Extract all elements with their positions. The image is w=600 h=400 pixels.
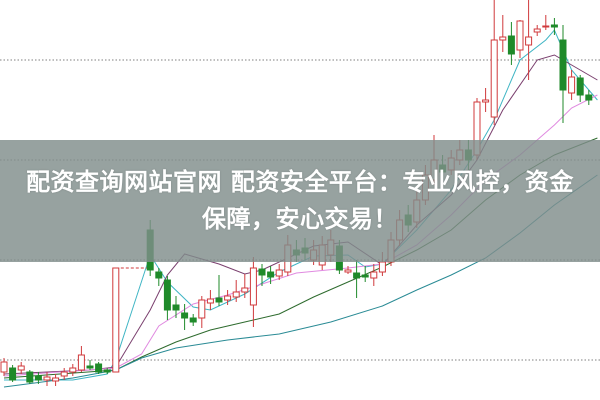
candle-body bbox=[181, 312, 189, 319]
candle-body bbox=[43, 376, 51, 381]
candle-body bbox=[0, 361, 8, 373]
candle-body bbox=[490, 39, 498, 118]
candle-body bbox=[378, 261, 386, 273]
candle-body bbox=[533, 28, 541, 33]
candle-body bbox=[516, 20, 524, 51]
candle-body bbox=[112, 267, 120, 373]
candle-body bbox=[576, 77, 584, 96]
candle-body bbox=[241, 287, 249, 293]
candle-body bbox=[95, 363, 103, 373]
candle-body bbox=[585, 94, 593, 101]
candle-body bbox=[189, 317, 197, 323]
candle-body bbox=[163, 279, 171, 311]
candle-body bbox=[103, 369, 111, 373]
candle-body bbox=[77, 354, 85, 371]
candle-body bbox=[370, 271, 378, 279]
candle-body bbox=[232, 291, 240, 298]
candle-body bbox=[52, 377, 60, 382]
candle-body bbox=[542, 25, 550, 28]
candle-body bbox=[215, 297, 223, 303]
candle-body bbox=[224, 295, 232, 301]
candle-body bbox=[172, 304, 180, 311]
candle-body bbox=[559, 39, 567, 91]
banner-line-1: 配资查询网站官网 配资安全平台：专业风控，资金 bbox=[26, 168, 574, 196]
candle-body bbox=[267, 271, 275, 278]
candle-body bbox=[499, 36, 507, 41]
candle-body bbox=[525, 36, 533, 46]
candle-body bbox=[258, 268, 266, 276]
candle-body bbox=[568, 76, 576, 94]
candle-body bbox=[361, 274, 369, 278]
candle-body bbox=[482, 99, 490, 103]
candle-body bbox=[507, 35, 515, 55]
candle-body bbox=[17, 365, 25, 371]
candle-body bbox=[550, 24, 558, 28]
candle-body bbox=[155, 271, 163, 279]
candle-body bbox=[275, 269, 283, 277]
banner-line-2: 保障，安心交易！ bbox=[202, 205, 398, 233]
candle-body bbox=[60, 371, 68, 377]
candle-body bbox=[69, 367, 77, 373]
overlay-banner: 配资查询网站官网 配资安全平台：专业风控，资金 保障，安心交易！ bbox=[0, 140, 600, 262]
candle-body bbox=[86, 365, 94, 369]
candle-body bbox=[198, 299, 206, 319]
candle-body bbox=[353, 272, 361, 279]
candle-body bbox=[344, 269, 352, 273]
candle-body bbox=[206, 298, 214, 304]
candle-body bbox=[249, 267, 257, 306]
candle-body bbox=[26, 371, 34, 383]
candle-body bbox=[34, 375, 42, 381]
candle-body bbox=[9, 367, 17, 381]
